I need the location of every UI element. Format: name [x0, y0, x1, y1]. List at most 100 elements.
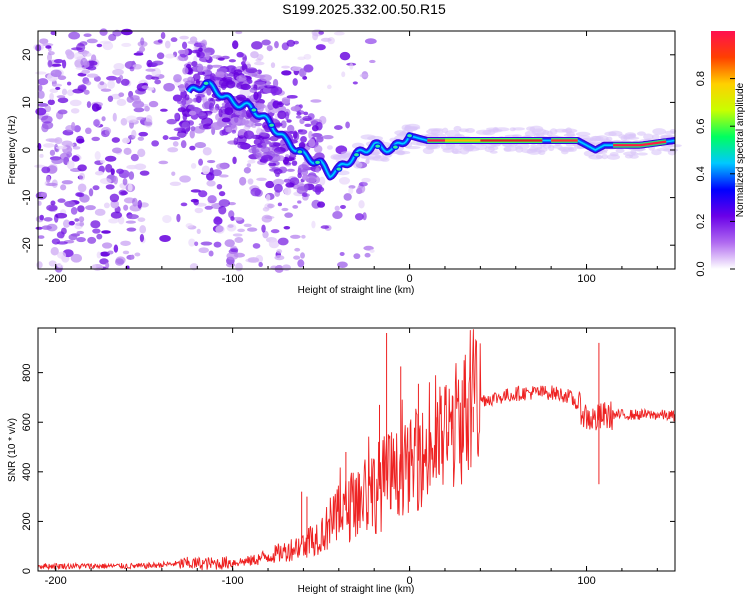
spectrogram-blob	[151, 76, 160, 80]
spectrogram-blob	[206, 64, 211, 73]
spectrogram-blob	[239, 176, 247, 186]
spectrogram-blob	[104, 129, 110, 136]
spectrogram-blob	[494, 127, 510, 132]
spectrogram-blob	[339, 51, 351, 61]
spectrogram-blob	[41, 115, 53, 124]
snr-y-axis-title: SNR (10 * v/v)	[7, 418, 18, 482]
spectrogram-blob	[530, 144, 537, 148]
spectrogram-blob	[218, 191, 226, 197]
spectrogram-blob	[122, 137, 131, 144]
spectrogram-blob	[86, 73, 99, 78]
spectrogram-blob	[643, 133, 654, 141]
spectrogram-blob	[100, 159, 106, 164]
spectrogram-blob	[234, 116, 239, 123]
spectrogram-blob	[322, 135, 334, 140]
spectrogram-blob	[243, 223, 252, 228]
spectrogram-blob	[512, 127, 525, 131]
spectrogram-blob	[403, 126, 419, 131]
spectrogram-blob	[138, 131, 149, 137]
spectrogram-blob	[51, 157, 64, 165]
ridge-knot	[391, 144, 400, 150]
spectrogram-blob	[194, 207, 204, 214]
spectrogram-blob	[132, 197, 138, 207]
spectrogram-blob	[162, 135, 169, 141]
spectrogram-blob	[70, 253, 82, 263]
spectrogram-blob	[272, 100, 279, 109]
spectrogram-blob	[206, 159, 216, 164]
snr-y-tick-label: 800	[21, 363, 33, 381]
spectrogram-blob	[139, 225, 147, 234]
spectrogram-blob	[76, 138, 85, 144]
spectrogram-blob	[173, 127, 186, 132]
spectrogram-blob	[165, 53, 175, 59]
spectrogram-blob	[167, 147, 179, 153]
spectrogram-blob	[352, 81, 358, 85]
spectrogram-blob	[139, 170, 150, 176]
spectrogram-blob	[219, 174, 229, 178]
spectrogram-blob	[46, 204, 58, 212]
spectrogram-blob	[326, 84, 332, 90]
spectrogram-x-ticks: -200 -100 0 100	[45, 31, 658, 285]
ridge-knot	[250, 107, 258, 113]
spectrogram-blob	[208, 250, 214, 257]
spectrogram-blob	[277, 110, 287, 120]
spectrogram-blob	[295, 115, 302, 119]
spectrogram-blob	[369, 59, 376, 64]
spectrogram-blob	[56, 241, 68, 245]
spectrogram-blob	[250, 187, 261, 197]
spectrogram-blob	[57, 109, 68, 115]
spectrogram-blob	[107, 80, 115, 89]
spectrogram-blob	[281, 207, 289, 212]
spectrogram-blob	[198, 158, 204, 166]
spectrogram-blob	[215, 71, 226, 79]
spectrogram-blob	[85, 80, 92, 86]
spectrogram-blob	[188, 238, 196, 247]
spectrogram-blob	[311, 125, 319, 132]
spectrogram-blob	[78, 172, 86, 181]
spectrogram-blob	[459, 147, 470, 155]
spectrogram-blob	[74, 218, 80, 222]
snr-y-tick-label: 200	[21, 512, 33, 530]
spectrogram-blob	[144, 105, 150, 112]
ridge-knot	[267, 122, 276, 129]
spectrogram-blob	[181, 121, 190, 129]
spectrogram-blob	[123, 204, 129, 211]
snr-x-ticks: -200 -100 0 100	[45, 328, 658, 587]
spectrogram-blob	[651, 149, 662, 156]
spectrogram-blob	[102, 41, 114, 51]
spectrogram-blob	[50, 200, 56, 206]
spectrogram-blob	[221, 117, 231, 123]
spectrogram-blob	[442, 127, 449, 134]
spectrogram-blob	[261, 224, 266, 233]
spectrogram-blob	[196, 228, 201, 235]
spectrogram-blob	[99, 28, 108, 36]
spectrogram-blob	[233, 137, 238, 146]
spectrogram-blob	[110, 211, 123, 219]
spectrogram-blob	[652, 128, 667, 135]
spectrogram-blob	[282, 264, 291, 271]
spectrogram-blob	[40, 192, 47, 197]
spectrogram-blob	[265, 194, 271, 202]
spectrogram-blob	[43, 217, 53, 222]
spectrogram-blob	[87, 65, 97, 71]
spectrogram-blob	[292, 78, 298, 86]
spectrogram-blob	[39, 214, 44, 221]
spectrogram-blob	[205, 52, 210, 61]
spectrogram-blob	[290, 105, 302, 112]
spectrogram-blob	[320, 37, 332, 42]
spectrogram-y-tick-label: -20	[21, 237, 33, 253]
spectrogram-blob	[514, 142, 530, 150]
spectrogram-blob	[71, 155, 80, 162]
spectrogram-blob	[604, 131, 617, 137]
spectrogram-blob	[193, 199, 199, 206]
spectrogram-blob	[99, 81, 105, 86]
spectrogram-blob	[274, 255, 285, 261]
spectrogram-blob	[277, 202, 283, 207]
spectrogram-blob	[292, 205, 299, 209]
snr-panel: -200 -100 0 100 0 200 400 600 800 Height of str…	[7, 327, 676, 595]
spectrogram-blob	[218, 108, 223, 118]
spectrogram-blob	[231, 129, 237, 134]
spectrogram-blob	[228, 201, 236, 206]
spectrogram-blob	[180, 202, 188, 207]
spectrogram-blob	[240, 83, 252, 91]
